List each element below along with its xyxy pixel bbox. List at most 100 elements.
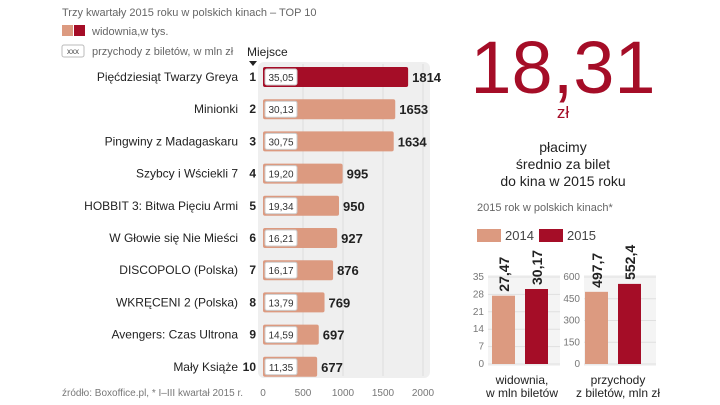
movie-title: Szybcy i Wściekli 7 (136, 167, 238, 181)
audience-value-label: 1653 (399, 102, 428, 117)
movie-title: W Głowie się Nie Mieści (109, 231, 238, 245)
audience-value-label: 1814 (412, 70, 442, 85)
headline-line-3: do kina w 2015 roku (500, 173, 625, 189)
legend-revenue-box-text: xxx (67, 47, 79, 56)
small-bar-2015 (525, 289, 548, 364)
movie-title: Avengers: Czas Ultrona (111, 328, 238, 342)
headline-line-1: płacimy (539, 139, 586, 155)
chart-title: Trzy kwartały 2015 roku w polskich kinac… (62, 7, 317, 19)
revenue-label: 30,13 (268, 105, 293, 116)
small-y-tick: 300 (563, 316, 580, 327)
revenue-box (264, 358, 298, 376)
headline-line-2: średnio za bilet (516, 156, 610, 172)
legend-2015-label: 2015 (567, 228, 596, 243)
legend-revenue-box (61, 44, 85, 58)
small-chart-xlabel: przychody (591, 373, 646, 387)
x-tick-label: 0 (260, 388, 266, 399)
revenue-box (264, 165, 298, 183)
small-y-tick: 21 (473, 307, 485, 318)
legend-audience-label: widownia,w tys. (91, 26, 168, 38)
audience-value-label: 950 (343, 199, 365, 214)
audience-value-label: 876 (337, 263, 359, 278)
movie-title: HOBBIT 3: Bitwa Pięciu Armi (84, 199, 238, 213)
movie-title: DISCOPOLO (Polska) (119, 263, 238, 277)
movie-title: Minionki (194, 102, 238, 116)
movie-rank: 9 (249, 328, 256, 342)
rank-header: Miejsce (247, 45, 288, 59)
movie-rank: 2 (249, 102, 256, 116)
revenue-box (264, 261, 298, 279)
small-y-tick: 35 (473, 272, 485, 283)
revenue-box (264, 68, 298, 86)
source-note: źródło: Boxoffice.pl, * I–III kwartał 20… (62, 388, 243, 399)
small-chart-xlabel: w mln biletów (485, 386, 558, 400)
movie-rank: 10 (243, 360, 257, 374)
revenue-label: 16,21 (268, 234, 293, 245)
revenue-label: 11,35 (269, 363, 294, 374)
revenue-box (264, 326, 298, 344)
movie-rank: 4 (249, 167, 256, 181)
small-y-tick: 0 (574, 359, 580, 370)
small-y-tick: 14 (473, 324, 485, 335)
revenue-label: 35,05 (268, 73, 293, 84)
small-y-tick: 450 (563, 294, 580, 305)
movie-title: Pingwiny z Madagaskaru (105, 134, 238, 148)
audience-value-label: 1634 (398, 134, 428, 149)
revenue-label: 19,20 (268, 170, 293, 181)
small-bar-value: 497,7 (589, 253, 605, 288)
legend-2015-swatch (539, 229, 563, 242)
revenue-label: 13,79 (268, 298, 293, 309)
legend-2014-swatch (477, 229, 501, 242)
small-chart-xlabel: widownia, (495, 373, 549, 387)
legend-swatch-light (62, 25, 73, 36)
small-y-tick: 600 (563, 272, 580, 283)
revenue-box (264, 293, 298, 311)
revenue-box (264, 197, 298, 215)
revenue-box (264, 100, 298, 118)
small-bar-2014 (492, 295, 515, 364)
small-y-tick: 0 (478, 359, 484, 370)
legend-2014-label: 2014 (505, 228, 534, 243)
movie-title: WKRĘCENI 2 (Polska) (116, 295, 238, 309)
small-chart-xlabel: z biletów, mln zł (576, 386, 660, 400)
revenue-box (264, 132, 298, 150)
headline-unit: zł (557, 103, 570, 122)
small-y-tick: 150 (563, 337, 580, 348)
revenue-box (264, 229, 298, 247)
small-charts-title: 2015 rok w polskich kinach* (477, 202, 613, 214)
audience-value-label: 697 (323, 328, 345, 343)
headline-number: 18,31 (470, 26, 655, 109)
small-y-tick: 7 (478, 342, 484, 353)
revenue-label: 14,59 (268, 331, 293, 342)
x-tick-label: 1000 (332, 388, 355, 399)
legend-swatch-dark (74, 25, 85, 36)
audience-value-label: 927 (341, 231, 363, 246)
small-bar-value: 30,17 (529, 250, 545, 285)
legend-revenue-label: przychody z biletów, w mln zł (92, 46, 234, 58)
small-bar-2014 (585, 291, 608, 364)
movie-rank: 6 (249, 231, 256, 245)
movie-rank: 3 (249, 134, 256, 148)
movie-title: Pięćdziesiąt Twarzy Greya (97, 70, 238, 84)
small-bar-value: 552,4 (622, 245, 638, 280)
movie-title: Mały Książe (173, 360, 238, 374)
x-tick-label: 500 (295, 388, 312, 399)
revenue-label: 30,75 (268, 137, 293, 148)
small-bar-2015 (618, 283, 641, 364)
audience-value-label: 995 (347, 167, 369, 182)
small-y-tick: 28 (473, 289, 485, 300)
small-bar-value: 27,47 (496, 256, 512, 291)
sort-arrow-icon (249, 61, 257, 66)
x-tick-label: 1500 (372, 388, 395, 399)
audience-bar (263, 67, 409, 87)
movie-rank: 8 (249, 295, 256, 309)
revenue-label: 19,34 (268, 202, 293, 213)
movie-rank: 7 (249, 263, 256, 277)
revenue-label: 16,17 (268, 266, 293, 277)
movie-rank: 1 (249, 70, 256, 84)
x-tick-label: 2000 (412, 388, 435, 399)
movie-rank: 5 (249, 199, 256, 213)
audience-value-label: 769 (329, 295, 351, 310)
audience-value-label: 677 (321, 360, 343, 375)
